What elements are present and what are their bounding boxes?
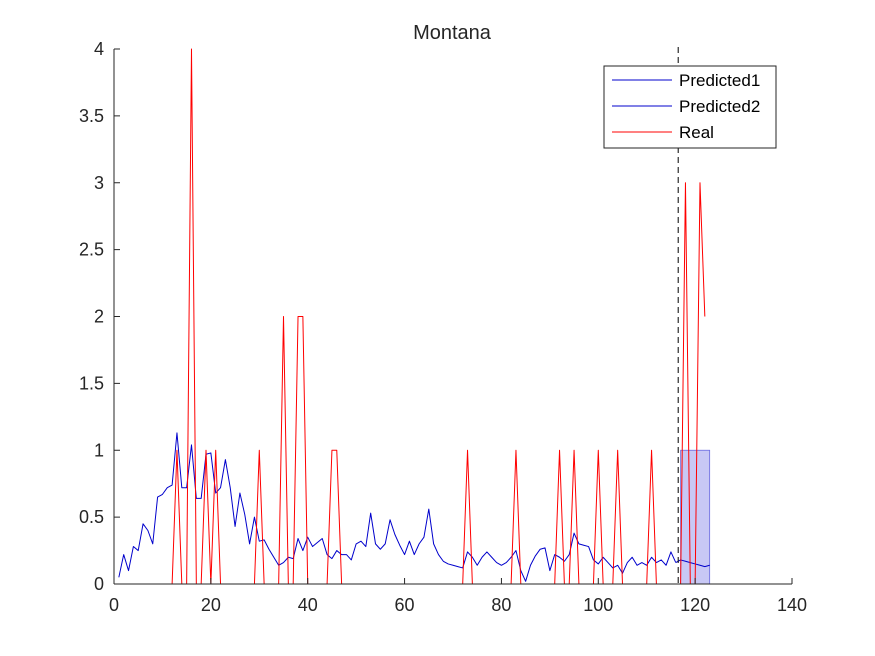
axes: 0 20 40 60 80 100 120 140 0 0.5 1 1.5 2 2.5 3 3.5 4 bbox=[79, 39, 807, 615]
x-tick-label: 0 bbox=[109, 595, 119, 615]
y-tick-label: 3 bbox=[94, 173, 104, 193]
x-tick-label: 80 bbox=[491, 595, 511, 615]
y-tick-label: 1 bbox=[94, 440, 104, 460]
y-tick-label: 1.5 bbox=[79, 373, 104, 393]
y-tick-label: 4 bbox=[94, 39, 104, 59]
y-tick-label: 0.5 bbox=[79, 507, 104, 527]
x-tick-label: 120 bbox=[680, 595, 710, 615]
x-tick-label: 20 bbox=[201, 595, 221, 615]
legend: Predicted1 Predicted2 Real bbox=[603, 65, 777, 149]
x-tick-label: 40 bbox=[298, 595, 318, 615]
legend-label-predicted1: Predicted1 bbox=[679, 71, 760, 90]
y-tick-label: 0 bbox=[94, 574, 104, 594]
series-line-predicted1 bbox=[118, 432, 677, 582]
legend-label-real: Real bbox=[679, 123, 714, 142]
x-tick-label: 60 bbox=[395, 595, 415, 615]
chart-title: Montana bbox=[413, 22, 492, 44]
series-line-predicted2 bbox=[675, 559, 710, 568]
x-tick-label: 100 bbox=[583, 595, 613, 615]
y-tick-label: 3.5 bbox=[79, 106, 104, 126]
x-tick-label: 140 bbox=[777, 595, 807, 615]
y-tick-label: 2 bbox=[94, 307, 104, 327]
legend-label-predicted2: Predicted2 bbox=[679, 97, 760, 116]
y-tick-label: 2.5 bbox=[79, 240, 104, 260]
